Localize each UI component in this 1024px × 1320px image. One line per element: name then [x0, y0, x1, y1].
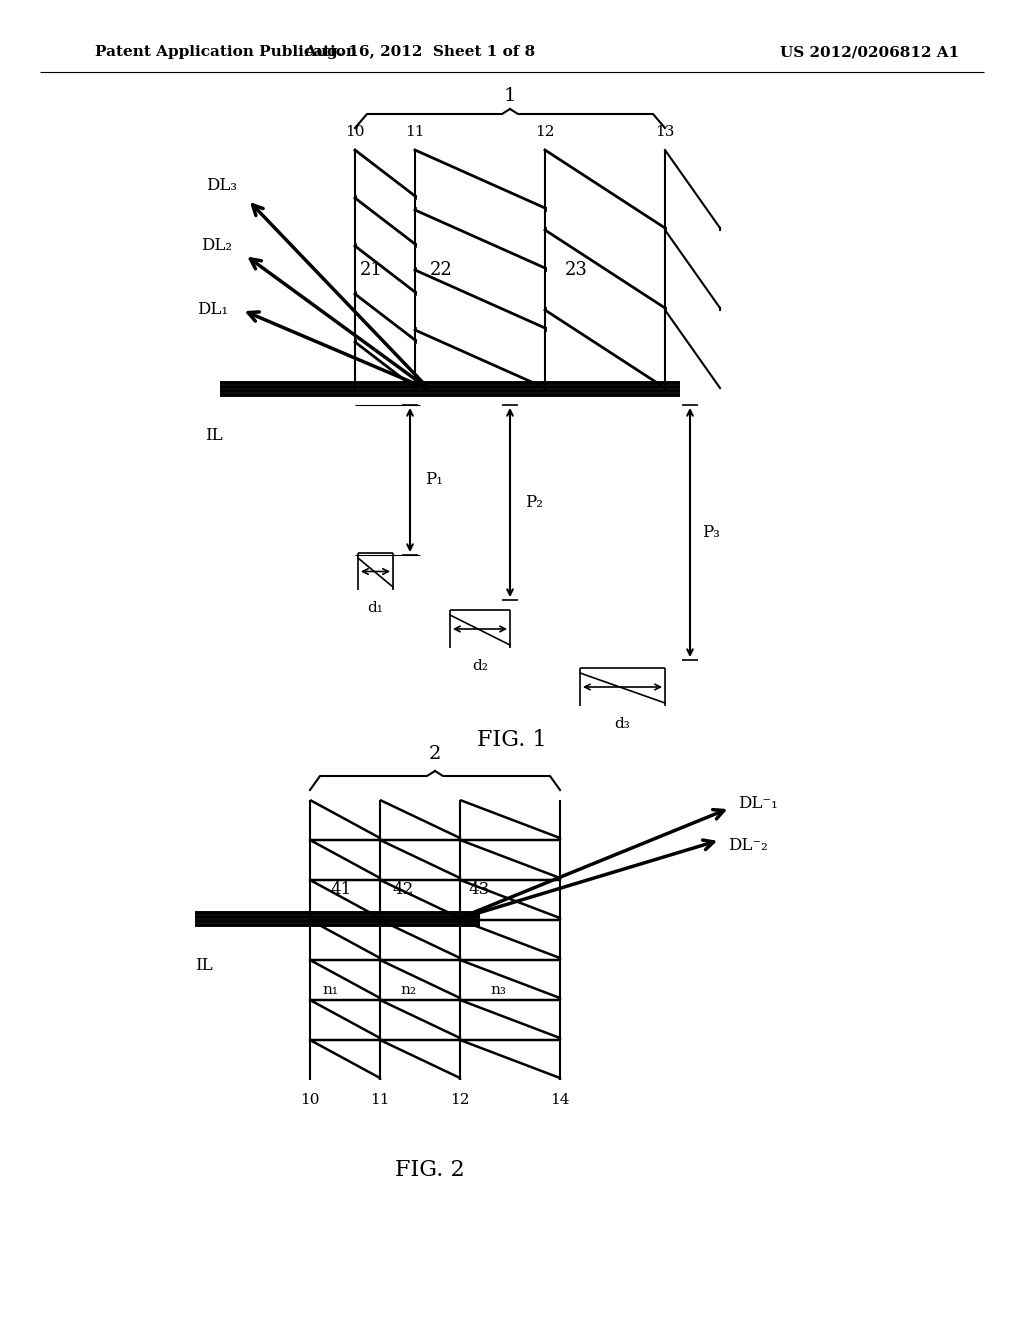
Text: 13: 13 — [655, 125, 675, 139]
Text: DL₂: DL₂ — [201, 236, 232, 253]
Text: DL⁻₁: DL⁻₁ — [738, 795, 778, 812]
Text: 12: 12 — [451, 1093, 470, 1107]
Text: 12: 12 — [536, 125, 555, 139]
Text: d₃: d₃ — [614, 717, 631, 731]
Text: 14: 14 — [550, 1093, 569, 1107]
Text: IL: IL — [195, 957, 213, 974]
Text: Aug. 16, 2012  Sheet 1 of 8: Aug. 16, 2012 Sheet 1 of 8 — [304, 45, 536, 59]
Text: 23: 23 — [565, 261, 588, 279]
Text: n₂: n₂ — [400, 983, 416, 997]
Text: FIG. 2: FIG. 2 — [395, 1159, 465, 1181]
Text: DL₃: DL₃ — [206, 177, 237, 194]
Text: IL: IL — [205, 426, 222, 444]
Text: 42: 42 — [392, 882, 414, 899]
Text: P₂: P₂ — [525, 494, 543, 511]
Text: n₃: n₃ — [490, 983, 506, 997]
Text: FIG. 1: FIG. 1 — [477, 729, 547, 751]
Text: Patent Application Publication: Patent Application Publication — [95, 45, 357, 59]
Text: 41: 41 — [330, 882, 351, 899]
Text: 1: 1 — [504, 87, 516, 106]
Text: d₂: d₂ — [472, 659, 488, 673]
Text: n₁: n₁ — [322, 983, 338, 997]
Text: 21: 21 — [360, 261, 383, 279]
Text: 11: 11 — [371, 1093, 390, 1107]
Text: 10: 10 — [345, 125, 365, 139]
Text: 22: 22 — [430, 261, 453, 279]
Text: US 2012/0206812 A1: US 2012/0206812 A1 — [780, 45, 959, 59]
Text: DL⁻₂: DL⁻₂ — [728, 837, 768, 854]
Text: 2: 2 — [429, 744, 441, 763]
Text: 43: 43 — [468, 882, 489, 899]
Text: d₁: d₁ — [368, 601, 383, 615]
Text: 10: 10 — [300, 1093, 319, 1107]
Text: P₃: P₃ — [702, 524, 720, 541]
Text: DL₁: DL₁ — [197, 301, 228, 318]
Text: 11: 11 — [406, 125, 425, 139]
Text: P₁: P₁ — [425, 471, 442, 488]
